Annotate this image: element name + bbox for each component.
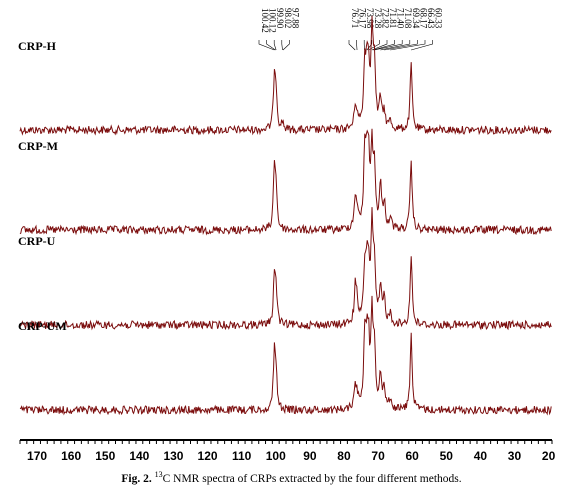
peak-connector — [281, 40, 283, 51]
peak-label: 99.90 — [275, 8, 285, 29]
x-tick-label: 20 — [542, 449, 556, 463]
x-tick-label: 150 — [95, 449, 115, 463]
caption-text: C NMR spectra of CRPs extracted by the f… — [162, 472, 462, 485]
peak-connector — [368, 40, 380, 51]
spectrum-line — [19, 128, 552, 236]
x-tick-label: 80 — [337, 449, 351, 463]
peak-connector — [371, 40, 388, 51]
peak-label: 60.33 — [434, 8, 444, 29]
spectrum-crp-um: CRP-UM — [18, 295, 552, 416]
x-tick-label: 110 — [232, 449, 252, 463]
peak-label: 73.98 — [365, 8, 375, 29]
peak-label: 69.34 — [411, 8, 421, 29]
spectrum-line — [19, 15, 552, 136]
peak-label: 98.02 — [283, 8, 293, 28]
figure-caption: Fig. 2. 13C NMR spectra of CRPs extracte… — [0, 470, 583, 485]
x-tick-label: 130 — [163, 449, 183, 463]
peak-label: 72.82 — [380, 8, 390, 28]
peak-connector — [266, 40, 276, 51]
spectrum-label: CRP-H — [18, 39, 57, 53]
peak-connector — [258, 40, 275, 51]
peak-label: 100.12 — [268, 8, 278, 33]
peak-connector — [282, 40, 290, 51]
peak-connector — [374, 40, 403, 51]
x-tick-label: 30 — [508, 449, 522, 463]
x-tick-label: 160 — [61, 449, 81, 463]
caption-prefix: Fig. 2. — [121, 472, 152, 485]
spectrum-crp-u: CRP-U — [18, 207, 552, 331]
spectrum-label: CRP-U — [18, 234, 56, 248]
x-tick-label: 50 — [440, 449, 454, 463]
x-tick-label: 60 — [405, 449, 419, 463]
peak-connector — [384, 40, 418, 51]
peak-connector — [273, 40, 277, 51]
peak-connector — [373, 40, 395, 51]
x-tick-label: 40 — [474, 449, 488, 463]
peak-label: 71.81 — [388, 8, 398, 28]
peak-label: 97.88 — [290, 8, 300, 29]
spectrum-line — [19, 207, 552, 331]
spectrum-label: CRP-M — [18, 139, 58, 153]
peak-label: 73.28 — [373, 8, 383, 29]
spectrum-crp-h: CRP-H — [18, 15, 552, 136]
spectrum-label: CRP-UM — [18, 319, 67, 333]
peak-label: 71.40 — [396, 8, 406, 29]
x-axis: 170 160 150 140 130 120 110 100 90 80 70 60 50 40 30 20 — [19, 439, 556, 463]
peak-label: 71.08 — [403, 8, 413, 29]
spectra: CRP-H CRP-M CRP-U CRP-UM — [18, 15, 552, 416]
caption-superscript: 13 — [154, 470, 163, 479]
x-tick-label: 70 — [371, 449, 385, 463]
peak-connector — [410, 40, 433, 51]
peak-connector — [348, 40, 356, 51]
peak-connector — [380, 40, 411, 51]
peak-label: 100.42 — [260, 8, 270, 33]
x-tick-label: 120 — [198, 449, 218, 463]
spectrum-crp-m: CRP-M — [18, 128, 552, 236]
peak-label: 66.43 — [426, 8, 436, 29]
x-tick-label: 140 — [129, 449, 149, 463]
peak-label: 76.17 — [358, 8, 368, 29]
x-tick-label: 170 — [27, 449, 47, 463]
peak-connector — [390, 40, 426, 51]
peak-label: 68.17 — [418, 8, 428, 29]
x-tick-label: 90 — [303, 449, 317, 463]
x-tick-label: 100 — [266, 449, 286, 463]
peak-label: 76.71 — [350, 8, 360, 28]
spectrum-line — [19, 295, 552, 416]
